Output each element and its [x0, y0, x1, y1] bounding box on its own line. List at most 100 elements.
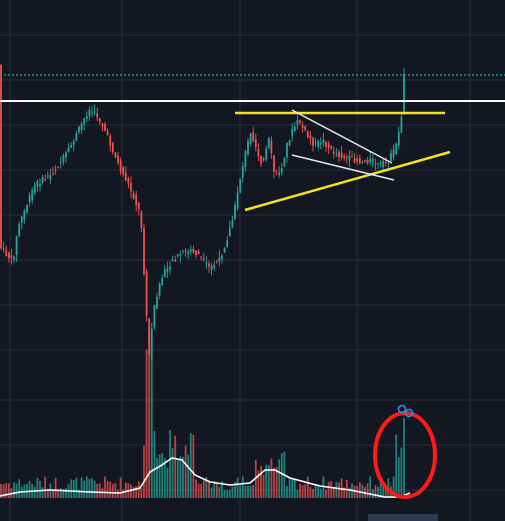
volume-bar-151	[392, 476, 395, 498]
volume-bar-121	[314, 483, 317, 498]
candle-body	[117, 155, 119, 163]
volume-bar-79	[205, 476, 208, 498]
volume-bar-144	[374, 485, 377, 498]
volume-bar-103	[267, 465, 270, 498]
candle-110	[286, 142, 288, 163]
candle-53	[137, 201, 140, 216]
candle-body	[358, 157, 361, 163]
volume-bar-45	[117, 489, 119, 498]
volume-bar-48	[124, 482, 127, 498]
volume-bar-90	[234, 482, 236, 498]
volume-bar-50	[130, 484, 132, 498]
candle-85	[221, 253, 223, 264]
volume-bar-89	[231, 486, 234, 498]
candle-10	[26, 204, 28, 214]
candle-116	[301, 121, 304, 133]
candle-body	[338, 151, 340, 158]
candle-body	[31, 190, 34, 201]
volume-bar-28	[72, 479, 75, 498]
candle-86	[223, 247, 226, 254]
candle-100	[260, 155, 262, 167]
pennant-upper-line[interactable]	[291, 109, 393, 164]
volume-bar-42	[109, 481, 112, 498]
volume-bar-72	[187, 454, 190, 498]
pennant-lower-line[interactable]	[291, 154, 395, 181]
volume-bar-88	[228, 489, 231, 498]
candle-136	[353, 152, 356, 164]
candle-145	[377, 162, 379, 170]
candle-body	[205, 262, 208, 264]
volume-bar-47	[122, 489, 125, 498]
candle-body	[39, 184, 41, 187]
candle-92	[239, 178, 242, 194]
candle-body	[122, 167, 125, 175]
candle-body	[299, 120, 301, 124]
candle-27	[70, 141, 73, 148]
candle-body	[218, 257, 221, 262]
candle-144	[374, 158, 377, 171]
candle-9	[23, 208, 26, 224]
candle-body	[0, 64, 2, 249]
candle-body	[57, 167, 60, 169]
volume-bar-139	[361, 484, 364, 498]
candle-body	[397, 132, 400, 146]
volume-bar-136	[353, 485, 356, 498]
candle-body	[78, 126, 80, 133]
candle-121	[314, 138, 317, 147]
candle-104	[270, 136, 273, 160]
volume-bar-13	[33, 486, 36, 498]
triangle-bottom-line[interactable]	[244, 150, 451, 212]
candle-56	[145, 268, 148, 322]
volume-bar-111	[288, 478, 291, 498]
candle-body	[236, 192, 239, 209]
volume-bar-96	[249, 485, 252, 498]
candle-124	[322, 133, 325, 148]
marker-dot-1[interactable]	[397, 404, 407, 414]
candle-108	[280, 162, 283, 176]
volume-bar-101	[262, 474, 265, 498]
volume-bar-127	[330, 481, 333, 498]
candle-body	[26, 205, 28, 213]
volume-bar-44	[114, 483, 117, 498]
candle-body	[2, 247, 5, 249]
candle-body	[85, 116, 88, 119]
candle-54	[140, 210, 143, 233]
volume-bar-146	[379, 477, 382, 498]
candle-23	[59, 156, 62, 169]
volume-bar-54	[140, 488, 143, 498]
candle-body	[192, 248, 195, 253]
candle-115	[299, 119, 301, 126]
volume-bar-32	[83, 480, 86, 498]
candle-body	[44, 179, 47, 181]
candle-83	[215, 259, 218, 264]
candle-body	[137, 202, 140, 210]
volume-bar-120	[312, 489, 314, 498]
candle-body	[348, 155, 351, 161]
candle-52	[135, 190, 138, 212]
candle-body	[213, 265, 216, 269]
candle-132	[343, 153, 346, 161]
candle-12	[31, 187, 34, 204]
volume-bar-75	[195, 479, 197, 498]
candle-40	[104, 121, 106, 132]
volume-bar-108	[280, 453, 283, 498]
volume-bar-142	[369, 476, 372, 498]
volume-bar-67	[174, 435, 177, 498]
volume-bar-117	[304, 484, 307, 498]
candle-body	[387, 162, 390, 165]
candle-body	[158, 283, 161, 296]
candle-18	[46, 171, 49, 180]
candle-body	[62, 155, 65, 162]
candle-body	[280, 167, 283, 173]
candle-139	[361, 160, 364, 165]
candle-142	[369, 151, 372, 166]
volume-bar-30	[78, 489, 80, 498]
volume-bar-153	[397, 457, 400, 498]
candle-body	[366, 160, 369, 164]
marker-dot-2[interactable]	[404, 408, 414, 418]
candle-41	[106, 128, 109, 136]
time-axis-highlight	[368, 514, 438, 521]
candle-29	[75, 130, 78, 142]
